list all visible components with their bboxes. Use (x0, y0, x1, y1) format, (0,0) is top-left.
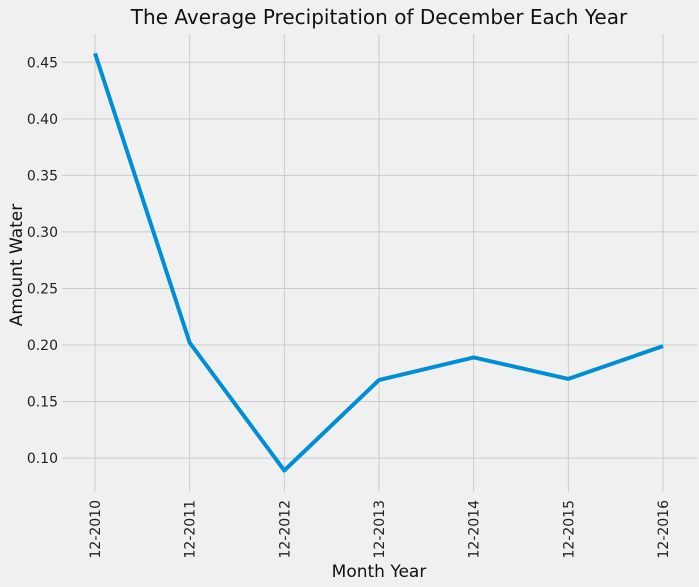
y-tick-label: 0.20 (27, 338, 58, 354)
x-tick-label: 12-2015 (561, 500, 577, 559)
y-tick-label: 0.25 (27, 281, 58, 297)
y-tick-label: 0.45 (27, 55, 58, 71)
grid (62, 34, 697, 492)
x-tick-label: 12-2012 (277, 500, 293, 559)
y-tick-label: 0.30 (27, 225, 58, 241)
x-tick-label: 12-2013 (372, 500, 388, 559)
series-layer (93, 52, 664, 473)
y-tick-label: 0.40 (27, 112, 58, 128)
x-tick-label: 12-2014 (467, 500, 483, 559)
x-tick-labels: 12-2010 12-2011 12-2012 12-2013 12-2014 12-20… (88, 500, 672, 559)
x-tick-label: 12-2010 (88, 500, 104, 559)
y-tick-labels: 0.10 0.15 0.20 0.25 0.30 0.35 0.40 0.45 (27, 55, 58, 467)
y-tick-label: 0.15 (27, 395, 58, 411)
y-axis-label: Amount Water (7, 204, 27, 326)
y-tick-label: 0.35 (27, 168, 58, 184)
chart-title: The Average Precipitation of December Ea… (130, 5, 628, 29)
y-tick-label: 0.10 (27, 451, 58, 467)
x-tick-label: 12-2011 (183, 500, 199, 559)
x-tick-label: 12-2016 (656, 500, 672, 559)
x-axis-label: Month Year (332, 562, 427, 582)
